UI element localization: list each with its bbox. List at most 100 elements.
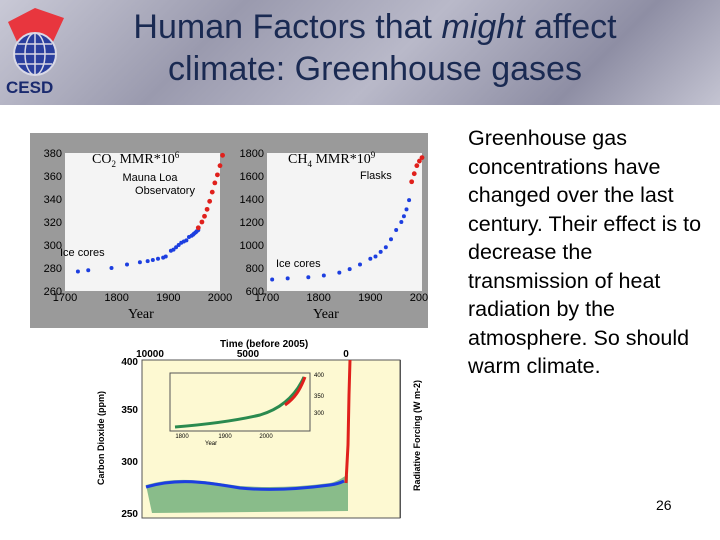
co2-icecore-point <box>163 254 168 259</box>
inset-year-ticks: 1800 1900 2000 <box>175 434 273 440</box>
co2-tick-label: 300 <box>121 457 138 468</box>
inset-ppm-tick-label: 350 <box>314 394 325 400</box>
ylabel-co2: Carbon Dioxide (ppm) <box>96 391 106 485</box>
co2-icecore-point <box>145 259 150 264</box>
ch4-modern-point <box>417 158 422 164</box>
ch4-icecore-point <box>394 228 399 233</box>
ch4-ytick-label: 1600 <box>240 171 264 183</box>
co2-tick-label: 250 <box>121 509 138 520</box>
ch4-icecore-point <box>285 276 290 281</box>
time-axis-title: Time (before 2005) <box>220 339 308 350</box>
ch4-icecore-point <box>368 256 373 261</box>
co2-modern-point <box>195 225 201 231</box>
co2-modern-point <box>212 180 218 186</box>
inset-ppm-tick-label: 400 <box>314 373 325 379</box>
co2-tick-label: 350 <box>121 405 138 416</box>
co2-ytick-label: 280 <box>44 263 62 275</box>
slide-header <box>0 0 720 105</box>
co2-ticks: 250 300 350 400 <box>121 357 138 520</box>
co2-ytick-label: 380 <box>44 148 62 160</box>
co2-xtick-label: 1800 <box>104 292 128 304</box>
co2-modern-point <box>204 206 210 212</box>
inset-year-tick-label: 1900 <box>218 434 232 440</box>
ch4-ytick-label: 800 <box>246 263 264 275</box>
ch4-modern-point <box>411 171 417 177</box>
co2-ytick-label: 320 <box>44 217 62 229</box>
co2-mauna-loa-label: Mauna Loa Observatory <box>122 172 195 197</box>
modern-spike <box>344 359 352 484</box>
time-tick-label: 5000 <box>237 349 260 360</box>
ch4-ytick-label: 1400 <box>240 194 264 206</box>
ch4-icecore-point <box>270 277 275 282</box>
co2-modern-point <box>199 219 205 225</box>
forcing-axis <box>400 360 401 518</box>
co2-10000yr-chart: Time (before 2005) Carbon Dioxide (ppm) … <box>90 335 435 523</box>
inset-year-tick-label: 1800 <box>175 434 189 440</box>
time-tick-label: 0 <box>343 349 349 360</box>
cesd-logo <box>8 8 64 76</box>
co2-icecore-point <box>137 260 142 265</box>
ch4-modern-point <box>409 179 415 185</box>
ch4-icecore-point <box>401 214 406 219</box>
ice-core-series <box>146 475 348 513</box>
co2-points <box>75 152 225 274</box>
co2-modern-point <box>207 198 213 204</box>
co2-y-ticks: 260 280 300 320 340 360 380 <box>44 148 62 298</box>
co2-icecore-point <box>86 268 91 273</box>
co2-modern-point <box>217 163 223 169</box>
trend-charts-panel: CO2 MMR*106 CH4 MMR*109 Mauna Loa Observa… <box>30 133 428 328</box>
ch4-modern-point <box>419 155 425 160</box>
ch4-icecore-point <box>389 237 393 242</box>
co2-mauna-loa-line1: Mauna Loa <box>122 172 178 184</box>
co2-chart-title: CO2 MMR*106 <box>92 150 180 169</box>
ch4-xtick-label: 1700 <box>255 292 279 304</box>
co2-icecore-point <box>150 257 155 262</box>
ch4-chart-title: CH4 MMR*109 <box>288 150 376 169</box>
ylabel-forcing: Radiative Forcing (W m-2) <box>412 380 422 491</box>
co2-modern-point <box>202 213 207 219</box>
ch4-points <box>270 155 425 282</box>
co2-tick-label: 400 <box>121 357 138 368</box>
ch4-icecore-point <box>373 254 378 259</box>
ch4-x-ticks: 1700 1800 1900 2000 <box>255 292 428 304</box>
co2-xtick-label: 2000 <box>208 292 232 304</box>
co2-modern-point <box>220 152 225 158</box>
ch4-icecore-point <box>306 275 311 280</box>
time-tick-label: 10000 <box>136 349 164 360</box>
ch4-icecore-point <box>404 207 409 212</box>
ch4-icecore-point <box>399 220 404 224</box>
ch4-xtick-label: 2000 <box>410 292 428 304</box>
inset-modern <box>284 376 307 407</box>
co2-mauna-loa-line2: Observatory <box>135 185 195 197</box>
co2-icecore-point <box>176 243 181 247</box>
ch4-icecore-point <box>378 249 383 254</box>
inset-ppm-tick-label: 300 <box>314 411 325 417</box>
logo-text: CESD <box>6 78 54 97</box>
ch4-y-ticks: 600 800 1000 1200 1400 1600 1800 <box>240 148 264 298</box>
ch4-icecore-point <box>407 198 412 203</box>
co2-icecore-point <box>109 266 114 270</box>
ch4-icecores-label: Ice cores <box>276 258 321 270</box>
co2-plot-area <box>65 153 220 291</box>
co2-xtick-label: 1700 <box>53 292 77 304</box>
ch4-ytick-label: 1200 <box>240 217 264 229</box>
inset-ppm-ticks: 300 350 400 <box>314 373 325 417</box>
ch4-flasks-label: Flasks <box>360 170 392 182</box>
inset-year-label: Year <box>205 441 217 447</box>
ch4-icecore-point <box>383 245 388 250</box>
ch4-icecore-point <box>347 267 352 272</box>
co2-xtick-label: 1900 <box>156 292 180 304</box>
ch4-icecore-point <box>358 262 362 267</box>
co2-icecores-label: Ice cores <box>60 247 105 259</box>
ice-core-trace <box>145 479 345 491</box>
ch4-icecore-point <box>321 273 326 278</box>
ch4-xtick-label: 1800 <box>306 292 330 304</box>
trend-charts-svg: CO2 MMR*106 CH4 MMR*109 Mauna Loa Observa… <box>44 148 428 322</box>
co2-ytick-label: 260 <box>44 286 62 298</box>
ch4-icecore-point <box>337 270 342 275</box>
co2-icecore-point <box>171 247 176 252</box>
ch4-ytick-label: 1000 <box>240 240 264 252</box>
inset-year-tick-label: 2000 <box>259 434 273 440</box>
co2-ytick-label: 360 <box>44 171 62 183</box>
ch4-year-label: Year <box>313 307 339 322</box>
